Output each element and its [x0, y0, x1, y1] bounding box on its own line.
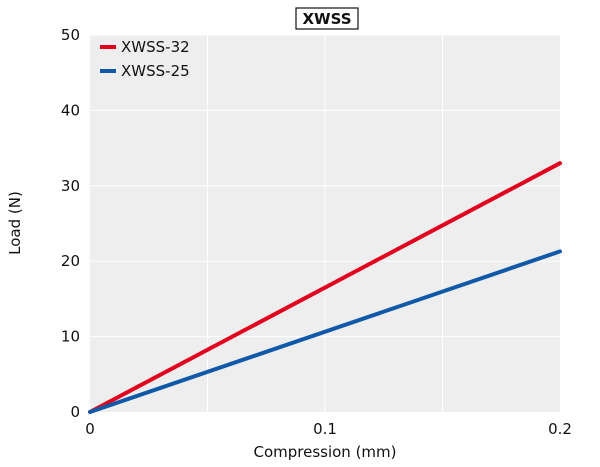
legend-label: XWSS-25: [121, 62, 190, 80]
x-axis-label: Compression (mm): [253, 443, 396, 461]
y-tick-label: 40: [61, 101, 80, 119]
series-layer: [88, 161, 562, 414]
y-tick-label: 30: [61, 177, 80, 195]
x-tick-label: 0.2: [548, 420, 572, 438]
y-axis-label: Load (N): [6, 191, 24, 255]
legend: XWSS-32 XWSS-25: [100, 38, 190, 80]
x-tick-label: 0: [85, 420, 95, 438]
x-tick-labels: 0 0.1 0.2: [85, 420, 572, 438]
chart-title-group: XWSS: [295, 7, 359, 30]
series-line-xwss-32: [88, 161, 562, 414]
y-tick-label: 20: [61, 252, 80, 270]
series-line-xwss-25: [88, 249, 562, 414]
y-tick-label: 0: [70, 403, 80, 421]
legend-label: XWSS-32: [121, 38, 190, 56]
y-tick-labels: 0 10 20 30 40 50: [61, 26, 80, 421]
chart-title-box: [295, 7, 359, 30]
y-tick-label: 50: [61, 26, 80, 44]
chart-title: XWSS: [302, 10, 351, 28]
x-tick-label: 0.1: [313, 420, 337, 438]
y-tick-label: 10: [61, 328, 80, 346]
